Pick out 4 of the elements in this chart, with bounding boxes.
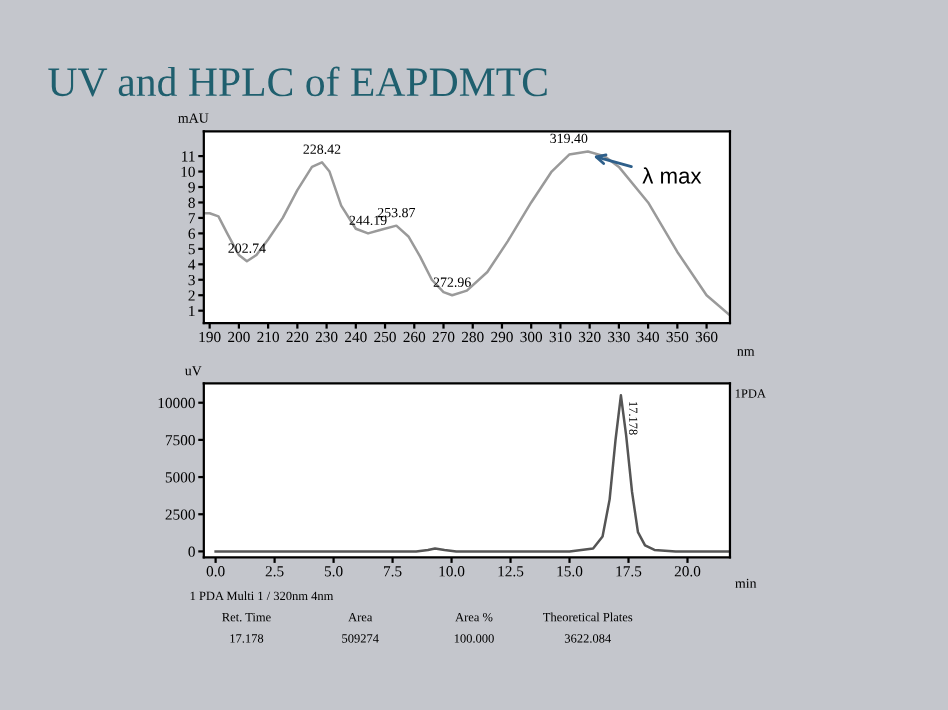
line-series xyxy=(214,394,730,553)
chart-title: UV and HPLC of EAPDMTC xyxy=(48,66,547,97)
line-series xyxy=(203,150,730,317)
annotation: λ max xyxy=(642,167,702,184)
